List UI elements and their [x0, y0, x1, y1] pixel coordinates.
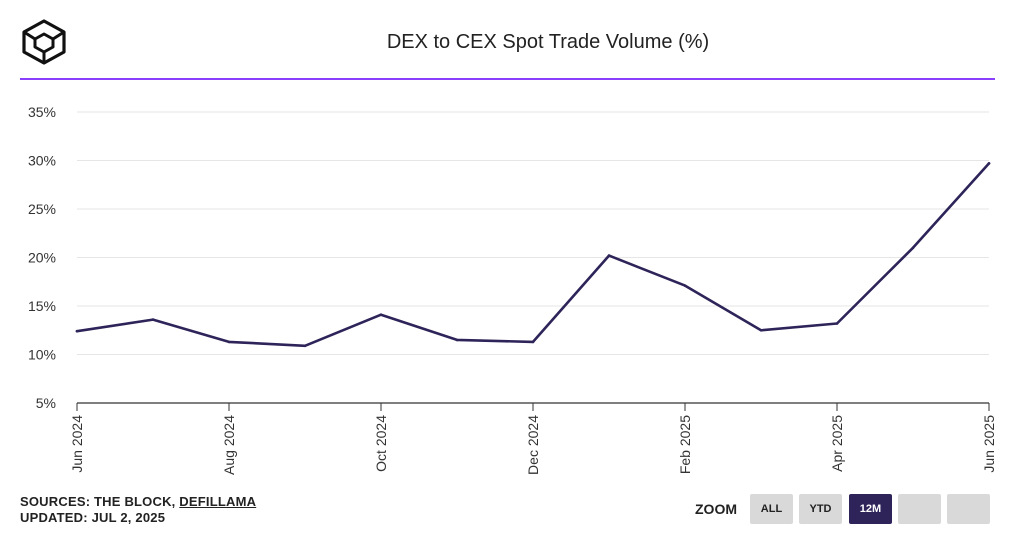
- data-point: [227, 340, 231, 344]
- sources-block: SOURCES: THE BLOCK, DEFILLAMA UPDATED: J…: [20, 494, 256, 526]
- y-tick-label: 10%: [28, 347, 56, 363]
- data-point: [75, 329, 79, 333]
- the-block-logo-icon: [22, 19, 66, 65]
- y-tick-label: 20%: [28, 250, 56, 266]
- zoom-option-4-button[interactable]: [898, 494, 941, 524]
- data-point: [303, 344, 307, 348]
- data-point: [607, 254, 611, 257]
- data-point: [455, 338, 459, 342]
- x-tick-label: Aug 2024: [221, 415, 237, 475]
- data-point: [379, 313, 383, 317]
- data-point: [987, 162, 991, 165]
- data-point: [151, 318, 155, 321]
- data-point: [531, 340, 535, 344]
- chart-header: DEX to CEX Spot Trade Volume (%): [0, 0, 1024, 82]
- zoom-option-5-button[interactable]: [947, 494, 990, 524]
- zoom-label: ZOOM: [695, 501, 737, 517]
- y-tick-label: 25%: [28, 201, 56, 217]
- x-tick-label: Dec 2024: [525, 415, 541, 475]
- y-tick-label: 5%: [36, 395, 56, 411]
- header-divider: [20, 78, 995, 80]
- updated-text: UPDATED: JUL 2, 2025: [20, 510, 166, 525]
- zoom-ytd-button[interactable]: YTD: [799, 494, 842, 524]
- x-tick-label: Oct 2024: [373, 415, 389, 472]
- x-tick-label: Apr 2025: [829, 415, 845, 472]
- data-point: [683, 284, 687, 287]
- data-point: [835, 322, 839, 325]
- y-tick-label: 35%: [28, 104, 56, 120]
- x-tick-label: Jun 2025: [981, 415, 997, 473]
- chart-title: DEX to CEX Spot Trade Volume (%): [386, 31, 710, 53]
- x-tick-label: Jun 2024: [69, 415, 85, 473]
- y-tick-label: 15%: [28, 298, 56, 314]
- series-line: [75, 162, 991, 348]
- zoom-all-button[interactable]: ALL: [750, 494, 793, 524]
- data-point: [759, 328, 763, 332]
- zoom-12m-button[interactable]: 12M: [849, 494, 892, 524]
- data-point: [911, 246, 915, 250]
- defillama-link[interactable]: DEFILLAMA: [179, 494, 257, 509]
- line-chart: 5% 10% 15% 20% 25% 30% 35% Jun 2024 Aug 2024 Oct …: [28, 104, 997, 475]
- y-tick-label: 30%: [28, 153, 56, 169]
- sources-text: SOURCES: THE BLOCK,: [20, 494, 180, 509]
- x-tick-label: Feb 2025: [677, 415, 693, 474]
